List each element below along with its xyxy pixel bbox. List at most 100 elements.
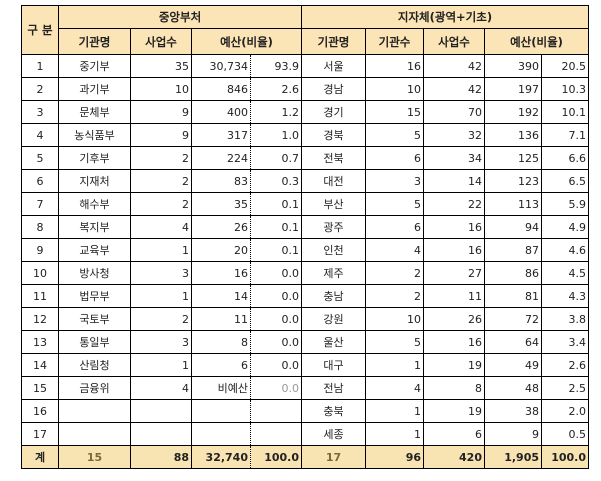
cell-l-orgs: 3 [365,169,424,193]
cell-c-ratio: 0.0 [250,307,302,331]
cell-c-projects: 2 [130,192,192,216]
cell-c-ratio: 0.1 [250,192,302,216]
cell-c-projects: 9 [130,123,192,147]
total-l-orgs: 17 [301,445,366,469]
cell-c-budget: 16 [191,261,251,285]
cell-no: 2 [21,77,59,101]
cell-c-name: 중기부 [58,54,131,78]
cell-l-orgs: 10 [365,307,424,331]
cell-l-projects: 34 [423,146,485,170]
cell-c-projects: 9 [130,100,192,124]
table-row: 17 세종 1 6 9 0.5 [21,422,589,446]
cell-c-ratio: 0.0 [250,330,302,354]
total-l-projects: 96 [365,445,424,469]
cell-c-budget: 400 [191,100,251,124]
cell-c-ratio: 0.3 [250,169,302,193]
table-row: 2 과기부 10 846 2.6 경남 10 42 197 10.3 [21,77,589,101]
cell-l-name: 전남 [301,376,366,400]
cell-l-ratio: 3.4 [541,330,589,354]
cell-l-ratio: 4.5 [541,261,589,285]
cell-l-budget: 72 [484,307,542,331]
table-row: 1 중기부 35 30,734 93.9 서울 16 42 390 20.5 [21,54,589,78]
cell-no: 10 [21,261,59,285]
cell-c-budget: 20 [191,238,251,262]
cell-c-projects: 4 [130,215,192,239]
cell-l-ratio: 10.3 [541,77,589,101]
cell-l-projects: 27 [423,261,485,285]
cell-l-ratio: 6.6 [541,146,589,170]
cell-l-budget: 123 [484,169,542,193]
cell-c-projects: 35 [130,54,192,78]
cell-c-ratio [250,399,302,423]
cell-l-name: 광주 [301,215,366,239]
cell-l-budget: 125 [484,146,542,170]
cell-c-budget: 8 [191,330,251,354]
table-row: 7 해수부 2 35 0.1 부산 5 22 113 5.9 [21,192,589,216]
cell-l-budget: 390 [484,54,542,78]
cell-l-orgs: 1 [365,422,424,446]
total-c-orgs: 15 [58,445,131,469]
cell-c-ratio: 0.0 [250,261,302,285]
col-header: 기관명 [58,28,131,55]
cell-l-orgs: 15 [365,100,424,124]
cell-l-projects: 16 [423,330,485,354]
cell-c-budget: 14 [191,284,251,308]
total-c-ratio: 100.0 [250,445,302,469]
col-header: 예산(비율) [191,28,302,55]
col-header: 기관명 [301,28,366,55]
cell-l-name: 대전 [301,169,366,193]
table-row: 6 지재처 2 83 0.3 대전 3 14 123 6.5 [21,169,589,193]
cell-c-name: 국토부 [58,307,131,331]
cell-l-budget: 64 [484,330,542,354]
cell-c-budget: 6 [191,353,251,377]
cell-l-orgs: 6 [365,215,424,239]
total-label: 계 [21,445,59,469]
cell-no: 6 [21,169,59,193]
cell-c-projects [130,399,192,423]
total-row: 계 15 88 32,740 100.0 17 96 420 1,905 100.0 [21,445,589,469]
cell-no: 1 [21,54,59,78]
total-c-budget: 32,740 [191,445,251,469]
cell-c-projects: 2 [130,146,192,170]
cell-c-name: 문체부 [58,100,131,124]
cell-l-name: 세종 [301,422,366,446]
total-l-ratio: 100.0 [541,445,589,469]
cell-c-name: 금융위 [58,376,131,400]
cell-l-name: 전북 [301,146,366,170]
cell-l-name: 부산 [301,192,366,216]
table-row: 5 기후부 2 224 0.7 전북 6 34 125 6.6 [21,146,589,170]
cell-no: 5 [21,146,59,170]
cell-l-name: 강원 [301,307,366,331]
table-row: 9 교육부 1 20 0.1 인천 4 16 87 4.6 [21,238,589,262]
table-row: 8 복지부 4 26 0.1 광주 6 16 94 4.9 [21,215,589,239]
cell-c-ratio: 93.9 [250,54,302,78]
cell-l-orgs: 5 [365,330,424,354]
cell-l-name: 대구 [301,353,366,377]
cell-no: 12 [21,307,59,331]
cell-l-projects: 6 [423,422,485,446]
cell-c-name: 산림청 [58,353,131,377]
cell-c-budget: 비예산 [191,376,251,400]
cell-c-name: 방사청 [58,261,131,285]
cell-l-name: 충북 [301,399,366,423]
cell-l-orgs: 4 [365,376,424,400]
cell-l-ratio: 2.6 [541,353,589,377]
cell-c-name: 농식품부 [58,123,131,147]
cell-c-budget: 26 [191,215,251,239]
cell-l-ratio: 6.5 [541,169,589,193]
cell-c-projects: 3 [130,261,192,285]
col-header: 사업수 [423,28,485,55]
cell-l-projects: 16 [423,238,485,262]
cell-l-projects: 22 [423,192,485,216]
cell-no: 14 [21,353,59,377]
cell-l-projects: 26 [423,307,485,331]
cell-l-ratio: 10.1 [541,100,589,124]
cell-l-projects: 19 [423,399,485,423]
cell-l-budget: 81 [484,284,542,308]
cell-l-orgs: 2 [365,261,424,285]
cell-no: 8 [21,215,59,239]
cell-l-orgs: 5 [365,192,424,216]
cell-l-projects: 42 [423,77,485,101]
cell-l-name: 제주 [301,261,366,285]
cell-c-ratio: 0.0 [250,284,302,308]
